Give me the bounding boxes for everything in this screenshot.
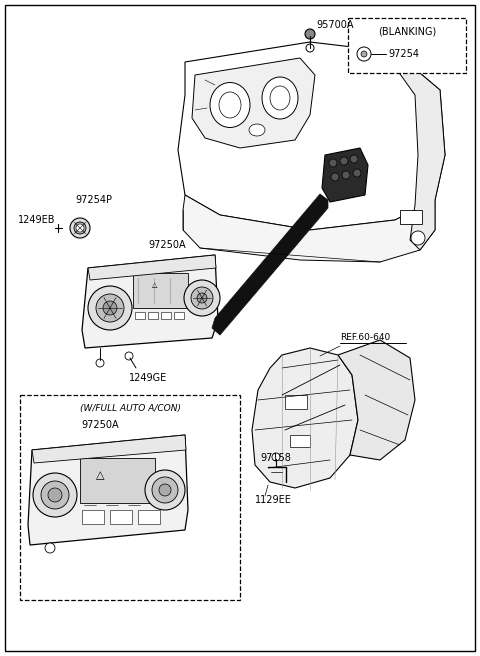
Circle shape (88, 286, 132, 330)
Circle shape (305, 29, 315, 39)
Text: (BLANKING): (BLANKING) (378, 27, 436, 37)
Circle shape (159, 484, 171, 496)
Polygon shape (183, 195, 435, 262)
Bar (82, 510, 104, 524)
Polygon shape (252, 348, 358, 488)
Circle shape (76, 224, 84, 232)
Circle shape (184, 280, 220, 316)
Circle shape (74, 222, 86, 234)
Text: △: △ (152, 282, 158, 288)
Circle shape (340, 157, 348, 165)
Polygon shape (322, 148, 368, 202)
Circle shape (197, 293, 207, 303)
Polygon shape (28, 435, 188, 545)
Polygon shape (82, 255, 218, 348)
Polygon shape (192, 58, 315, 148)
Text: 97254P: 97254P (75, 195, 112, 205)
Text: 1129EE: 1129EE (255, 495, 292, 505)
Ellipse shape (270, 86, 290, 110)
Bar (174, 312, 184, 319)
Text: △: △ (96, 470, 104, 480)
Bar (348, 18, 466, 73)
Polygon shape (88, 255, 216, 280)
Circle shape (353, 169, 361, 177)
Ellipse shape (249, 124, 265, 136)
Polygon shape (178, 42, 445, 230)
Text: REF.60-640: REF.60-640 (340, 333, 390, 342)
Circle shape (272, 453, 280, 461)
Bar (133, 273, 188, 308)
Ellipse shape (210, 83, 250, 127)
Bar (138, 510, 160, 524)
Circle shape (45, 543, 55, 553)
Polygon shape (32, 435, 186, 463)
Text: 97250A: 97250A (81, 420, 119, 430)
Circle shape (411, 231, 425, 245)
Bar (80, 458, 155, 503)
Ellipse shape (262, 77, 298, 119)
Bar (285, 395, 307, 409)
Circle shape (41, 481, 69, 509)
Bar (110, 510, 132, 524)
Circle shape (357, 47, 371, 61)
Polygon shape (338, 340, 415, 460)
Circle shape (33, 473, 77, 517)
Circle shape (48, 488, 62, 502)
Circle shape (350, 155, 358, 163)
Text: 97250A: 97250A (148, 240, 186, 250)
Circle shape (145, 470, 185, 510)
Circle shape (103, 301, 117, 315)
Circle shape (125, 352, 133, 360)
Circle shape (152, 477, 178, 503)
Circle shape (306, 44, 314, 52)
Text: (W/FULL AUTO A/CON): (W/FULL AUTO A/CON) (80, 405, 180, 413)
Bar (400, 210, 422, 224)
Circle shape (331, 173, 339, 181)
Text: 97254: 97254 (388, 49, 419, 59)
Circle shape (191, 287, 213, 309)
Bar (161, 312, 171, 319)
Circle shape (342, 171, 350, 179)
Circle shape (70, 218, 90, 238)
Ellipse shape (219, 92, 241, 118)
Text: 95700A: 95700A (316, 20, 353, 30)
Circle shape (361, 51, 367, 57)
Polygon shape (390, 52, 445, 250)
Bar (148, 312, 158, 319)
Bar (135, 312, 145, 319)
Text: 1249GE: 1249GE (129, 373, 167, 383)
Polygon shape (212, 194, 328, 335)
Circle shape (96, 294, 124, 322)
Circle shape (329, 159, 337, 167)
Text: 1249EB: 1249EB (18, 215, 56, 225)
Circle shape (96, 359, 104, 367)
Bar (290, 435, 310, 447)
Bar (20, 395, 240, 600)
Text: 97158: 97158 (260, 453, 291, 463)
